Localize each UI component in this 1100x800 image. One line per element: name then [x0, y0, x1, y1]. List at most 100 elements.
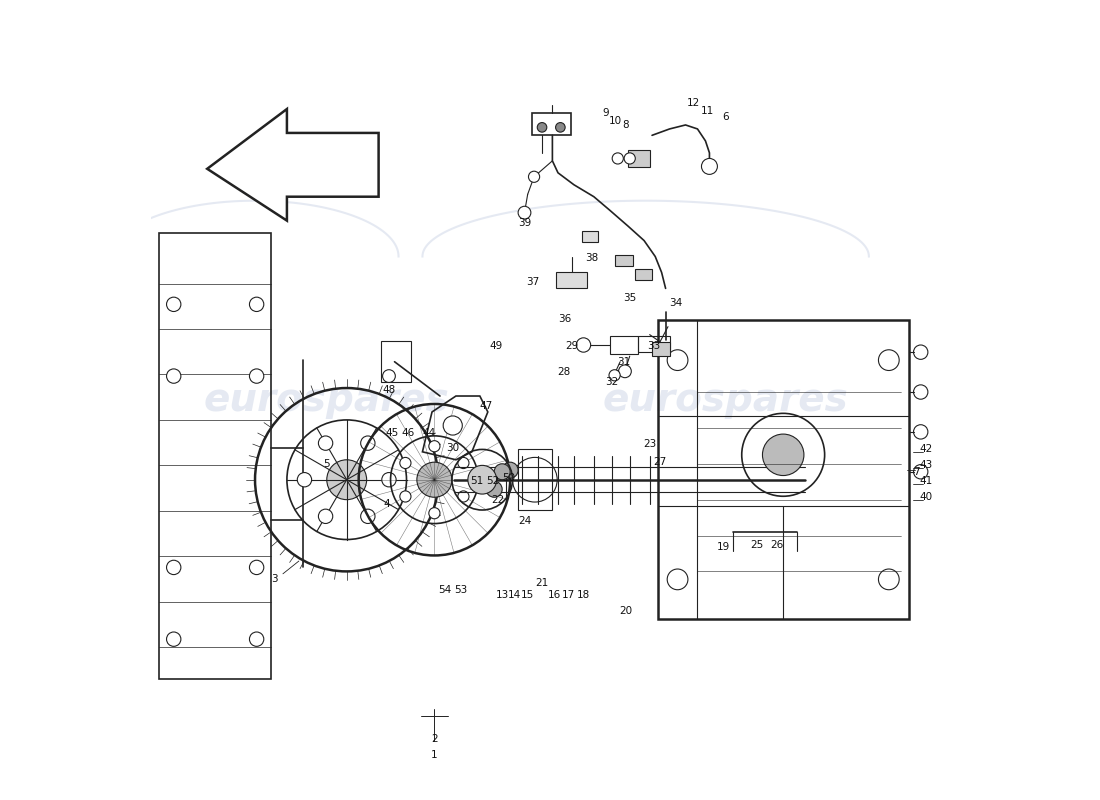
- Text: 34: 34: [669, 298, 683, 308]
- Text: 13: 13: [495, 590, 509, 600]
- Bar: [381, 341, 411, 382]
- Circle shape: [443, 416, 462, 435]
- Circle shape: [668, 569, 688, 590]
- Circle shape: [609, 370, 620, 381]
- Circle shape: [494, 464, 510, 480]
- Circle shape: [879, 569, 899, 590]
- Text: 7: 7: [913, 466, 920, 477]
- Text: 35: 35: [623, 293, 636, 303]
- Circle shape: [297, 473, 311, 487]
- Bar: [518, 450, 551, 510]
- Text: 38: 38: [585, 253, 598, 263]
- Text: 28: 28: [558, 367, 571, 377]
- Circle shape: [913, 385, 928, 399]
- Circle shape: [250, 369, 264, 383]
- Circle shape: [318, 509, 333, 523]
- Circle shape: [361, 509, 375, 523]
- Circle shape: [399, 491, 411, 502]
- Text: 48: 48: [383, 386, 396, 395]
- Text: 23: 23: [644, 439, 657, 449]
- Text: 3: 3: [272, 574, 278, 584]
- Text: 11: 11: [701, 106, 714, 117]
- Text: 22: 22: [492, 494, 505, 505]
- Bar: [532, 113, 571, 135]
- Circle shape: [537, 122, 547, 132]
- Text: 53: 53: [454, 585, 467, 594]
- Text: 40: 40: [920, 492, 933, 502]
- Bar: [615, 255, 632, 266]
- Text: 26: 26: [771, 540, 784, 550]
- Circle shape: [503, 462, 518, 478]
- Text: 5: 5: [323, 458, 330, 469]
- Text: 44: 44: [422, 429, 436, 438]
- Bar: [652, 342, 670, 356]
- Circle shape: [913, 425, 928, 439]
- Text: 39: 39: [518, 218, 531, 228]
- Text: 2: 2: [431, 734, 438, 744]
- Circle shape: [361, 436, 375, 450]
- Circle shape: [318, 436, 333, 450]
- Circle shape: [327, 460, 366, 500]
- Bar: [628, 150, 650, 167]
- Circle shape: [556, 122, 565, 132]
- Bar: [638, 336, 670, 352]
- Text: 30: 30: [447, 443, 460, 453]
- Text: 46: 46: [402, 429, 415, 438]
- Circle shape: [613, 153, 624, 164]
- Text: 42: 42: [920, 445, 933, 454]
- Text: 49: 49: [490, 341, 503, 350]
- Text: 19: 19: [717, 542, 730, 553]
- Text: 10: 10: [608, 116, 622, 126]
- Text: 37: 37: [526, 277, 539, 287]
- Circle shape: [166, 297, 180, 311]
- Bar: [609, 336, 638, 354]
- Text: 1: 1: [431, 750, 438, 760]
- Circle shape: [624, 153, 636, 164]
- Bar: [557, 273, 586, 288]
- Text: 14: 14: [507, 590, 520, 600]
- Text: eurospares: eurospares: [603, 381, 848, 419]
- Text: 52: 52: [486, 476, 499, 486]
- Text: 15: 15: [521, 590, 535, 600]
- Text: 32: 32: [606, 378, 619, 387]
- Text: 47: 47: [480, 402, 493, 411]
- Text: 33: 33: [647, 341, 660, 350]
- Bar: [635, 270, 652, 281]
- Circle shape: [417, 462, 452, 498]
- Text: 8: 8: [623, 120, 629, 130]
- Bar: [582, 231, 597, 242]
- Circle shape: [702, 158, 717, 174]
- Circle shape: [518, 206, 531, 219]
- Circle shape: [913, 345, 928, 359]
- Text: 29: 29: [565, 341, 579, 350]
- Polygon shape: [207, 109, 378, 221]
- Text: 6: 6: [722, 112, 728, 122]
- Text: 31: 31: [617, 357, 630, 366]
- Text: 4: 4: [383, 498, 389, 509]
- Text: 12: 12: [686, 98, 700, 109]
- Text: 25: 25: [750, 540, 763, 550]
- Circle shape: [668, 350, 688, 370]
- Circle shape: [166, 369, 180, 383]
- Circle shape: [913, 465, 928, 479]
- Text: 20: 20: [619, 606, 632, 616]
- Text: 36: 36: [558, 314, 571, 324]
- Text: 41: 41: [920, 476, 933, 486]
- Circle shape: [250, 632, 264, 646]
- Text: 50: 50: [502, 473, 515, 483]
- Circle shape: [429, 508, 440, 518]
- Text: 17: 17: [562, 590, 575, 600]
- Circle shape: [458, 491, 469, 502]
- Circle shape: [618, 365, 631, 378]
- Text: 18: 18: [576, 590, 590, 600]
- Circle shape: [468, 466, 496, 494]
- Text: 24: 24: [518, 516, 531, 526]
- Text: 9: 9: [603, 108, 609, 118]
- Circle shape: [250, 297, 264, 311]
- Text: eurospares: eurospares: [204, 381, 450, 419]
- Text: 21: 21: [536, 578, 549, 588]
- Circle shape: [879, 350, 899, 370]
- Circle shape: [250, 560, 264, 574]
- Circle shape: [576, 338, 591, 352]
- Circle shape: [528, 171, 540, 182]
